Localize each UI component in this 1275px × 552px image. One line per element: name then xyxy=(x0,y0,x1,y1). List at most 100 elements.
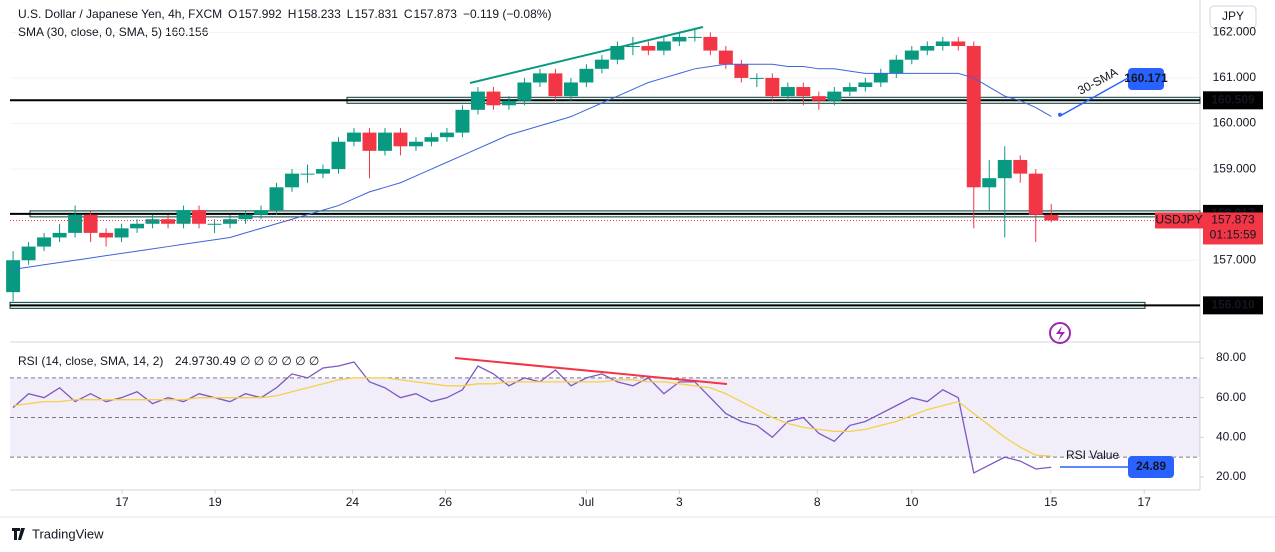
y-tick-label: 159.000 xyxy=(1213,161,1257,175)
rsi-annotation: RSI Value xyxy=(1066,448,1119,462)
y-tick-label: 162.000 xyxy=(1213,25,1257,39)
candle-body xyxy=(734,64,749,78)
candle-body xyxy=(83,214,98,233)
candle-body xyxy=(780,87,795,97)
candle-body xyxy=(749,77,764,79)
candle-body xyxy=(594,59,609,69)
x-tick-label: Jul xyxy=(579,495,594,509)
rsi-sma-line xyxy=(13,377,1052,457)
ohlc-value: 158.233 xyxy=(297,7,341,21)
rsi-legend: 24.97 xyxy=(175,354,205,368)
candle-body xyxy=(935,41,950,47)
trend-line xyxy=(469,26,704,84)
candle-body xyxy=(672,36,687,42)
candle-body xyxy=(641,46,656,51)
candle-body xyxy=(703,36,718,51)
level-label: 160.509 xyxy=(1211,92,1255,106)
candle-body xyxy=(997,159,1012,179)
candle-body xyxy=(331,141,346,170)
level-label-box xyxy=(1203,296,1263,315)
ohlc-value: 157.831 xyxy=(354,7,398,21)
currency[interactable]: JPY xyxy=(1222,9,1244,23)
candle-body xyxy=(393,132,408,147)
candle-body xyxy=(765,77,780,97)
sma-title: SMA (30, close, 0, SMA, 5) xyxy=(18,25,162,39)
candle-body xyxy=(238,214,253,220)
candle-body xyxy=(532,73,547,83)
x-tick-label: 17 xyxy=(1138,495,1152,509)
y-tick-label: 161.000 xyxy=(1213,70,1257,84)
x-tick-label: 19 xyxy=(208,495,222,509)
candle-body xyxy=(254,210,268,215)
candle-body xyxy=(145,219,160,224)
x-tick-label: 15 xyxy=(1044,495,1058,509)
ohlc-value: 157.992 xyxy=(238,7,282,21)
candle-body xyxy=(811,96,826,101)
currency-button[interactable] xyxy=(1209,5,1257,29)
candle-body xyxy=(951,41,966,47)
candle-body xyxy=(37,237,52,247)
candle-body xyxy=(982,178,997,188)
countdown: 01:15:59 xyxy=(1210,228,1257,242)
symbol-box xyxy=(1155,212,1203,229)
candle-body xyxy=(858,82,873,88)
event-icon[interactable] xyxy=(1049,322,1071,344)
rsi-legend-extra: ∅ ∅ ∅ ∅ ∅ ∅ xyxy=(240,354,319,368)
candle-body xyxy=(300,173,315,175)
candle-body xyxy=(114,228,129,238)
candle-body xyxy=(269,187,284,211)
candle-body xyxy=(904,50,919,60)
plot-layer: O 157.992 H 158.233 L 157.831 C 157.873 −0.119 (… xyxy=(6,7,1263,509)
rsi-tick-label: 80.00 xyxy=(1216,350,1246,364)
level-label-box xyxy=(1203,91,1263,110)
candle-body xyxy=(316,169,330,174)
candle-body xyxy=(579,68,594,83)
candle-body xyxy=(1044,215,1059,221)
candle-body xyxy=(408,141,423,147)
candle-body xyxy=(827,91,842,101)
candle-body xyxy=(718,50,733,65)
candle-body xyxy=(347,132,361,142)
candle-body xyxy=(439,132,454,138)
sma-arrow xyxy=(1059,77,1129,117)
candle-body xyxy=(687,36,702,38)
candle-body xyxy=(99,232,114,238)
candle-body xyxy=(873,73,888,83)
ohlc-letter: O xyxy=(228,7,237,21)
candle-body xyxy=(6,260,21,293)
candle-body xyxy=(548,73,563,97)
change: −0.119 (−0.08%) xyxy=(463,7,552,21)
sma-label: 160.171 xyxy=(1124,71,1168,85)
candle-body xyxy=(378,132,392,151)
candle-body xyxy=(207,223,222,225)
candle-body xyxy=(455,109,470,133)
candle-body xyxy=(563,82,578,97)
candle-body xyxy=(656,41,671,51)
price-box xyxy=(1203,212,1263,245)
candle-body xyxy=(285,173,299,188)
brand-logo xyxy=(12,528,25,540)
rsi-tick-label: 20.00 xyxy=(1216,469,1246,483)
candle-body xyxy=(501,100,516,106)
candle-body xyxy=(1013,159,1028,174)
candle-body xyxy=(68,214,83,233)
level-label: 156.010 xyxy=(1211,298,1255,312)
candle-body xyxy=(424,137,439,142)
candle-body xyxy=(470,91,485,110)
candle-body xyxy=(486,91,501,106)
ohlc-letter: L xyxy=(347,7,354,21)
rsi-title: RSI (14, close, SMA, 14, 2) xyxy=(18,354,163,368)
x-tick-label: 8 xyxy=(814,495,821,509)
symbol-title: U.S. Dollar / Japanese Yen, 4h, FXCM xyxy=(18,7,222,21)
brand: TradingView xyxy=(32,526,104,541)
x-tick-label: 3 xyxy=(676,495,683,509)
candle-body xyxy=(517,82,532,101)
rsi-tick-label: 60.00 xyxy=(1216,390,1246,404)
symbol: USDJPY xyxy=(1155,213,1202,227)
candle-body xyxy=(920,46,935,51)
x-tick-label: 17 xyxy=(115,495,129,509)
rsi-trend-line xyxy=(454,357,728,385)
candle-body xyxy=(176,210,191,224)
ohlc-value: 157.873 xyxy=(414,7,458,21)
